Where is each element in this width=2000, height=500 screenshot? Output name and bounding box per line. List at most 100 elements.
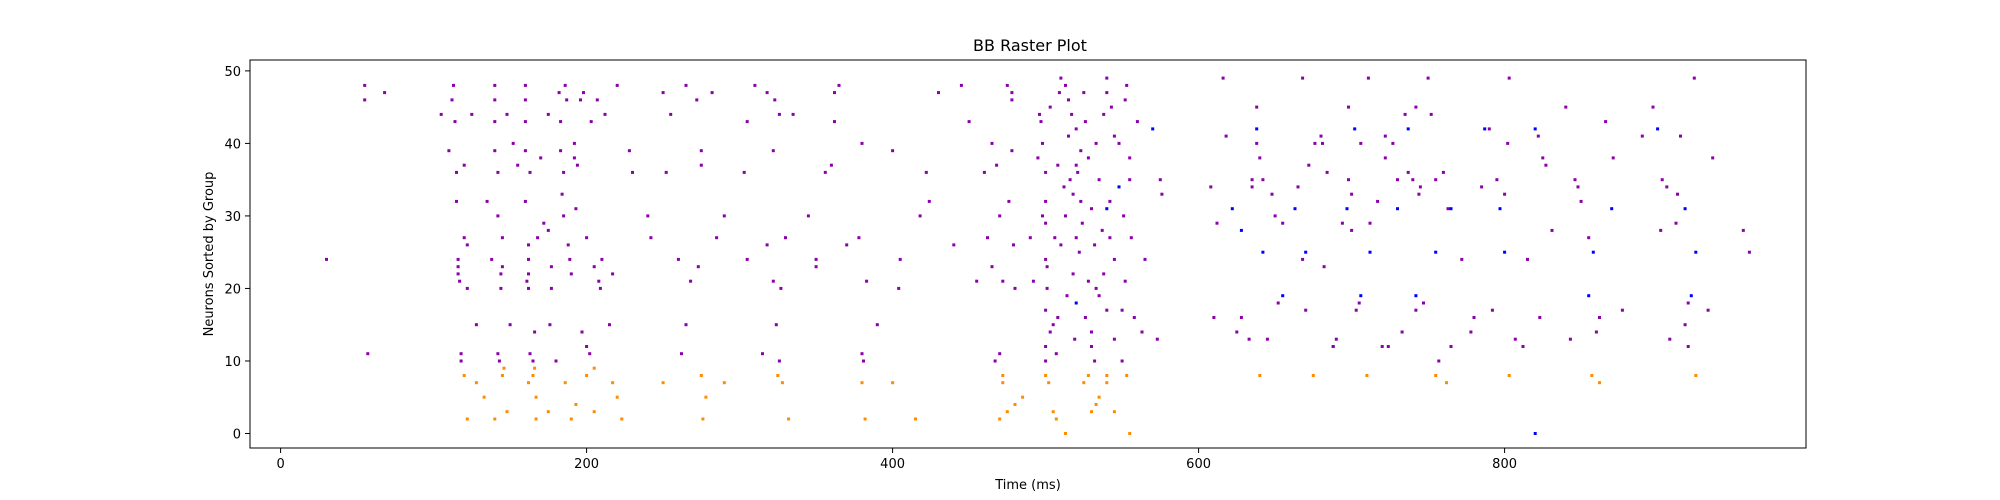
spike-point <box>1598 316 1601 319</box>
spike-point <box>572 156 576 160</box>
spike-point <box>1068 178 1072 182</box>
spike-point <box>439 112 443 116</box>
spike-point <box>597 279 601 283</box>
spike-point <box>814 265 818 269</box>
spike-point <box>559 149 563 153</box>
spike-point <box>496 214 500 218</box>
spike-point <box>1051 410 1055 414</box>
spike-point <box>458 279 462 283</box>
spike-point <box>1048 330 1052 334</box>
spike-point <box>1155 337 1159 341</box>
spike-point <box>1414 105 1418 109</box>
spike-point <box>860 381 864 385</box>
spike-point <box>450 98 454 102</box>
spike-point <box>1359 141 1363 145</box>
spike-point <box>780 381 784 385</box>
spike-point <box>1079 199 1083 203</box>
spike-point <box>891 149 895 153</box>
spike-point <box>1076 170 1080 174</box>
spike-point <box>837 83 841 87</box>
spike-point <box>531 359 535 363</box>
spike-point <box>600 257 604 261</box>
spike-point <box>684 323 688 327</box>
spike-point <box>1480 185 1484 189</box>
spike-point <box>1097 294 1101 298</box>
spike-point <box>482 395 486 399</box>
spike-point <box>771 149 775 153</box>
spike-point <box>539 156 543 160</box>
spike-point <box>745 120 749 124</box>
spike-point <box>497 359 501 363</box>
spike-point <box>1689 294 1693 298</box>
spike-point <box>1123 279 1127 283</box>
spike-point <box>1129 236 1133 240</box>
spike-point <box>447 149 451 153</box>
spike-point <box>493 83 497 87</box>
spike-point <box>891 381 895 385</box>
spike-point <box>1093 359 1097 363</box>
spike-point <box>1054 352 1058 356</box>
spike-point <box>1097 178 1101 182</box>
spike-point <box>546 112 550 116</box>
spike-point <box>527 286 530 290</box>
spike-point <box>1674 221 1678 225</box>
spike-point <box>536 236 540 240</box>
spike-point <box>611 381 615 385</box>
spike-point <box>1521 345 1525 348</box>
spike-point <box>585 345 589 348</box>
spike-point <box>1587 236 1591 240</box>
spike-point <box>533 330 537 334</box>
spike-point <box>462 163 466 167</box>
spike-point <box>927 199 931 203</box>
spike-point <box>1417 192 1421 196</box>
spike-point <box>1001 374 1005 377</box>
spike-point <box>1610 207 1614 211</box>
spike-point <box>914 417 917 421</box>
spike-point <box>542 221 546 225</box>
spike-point <box>592 410 596 414</box>
spike-point <box>493 417 497 421</box>
spike-point <box>1694 374 1698 377</box>
spike-point <box>1345 207 1349 211</box>
spike-point <box>993 359 997 363</box>
spike-point <box>1044 221 1048 225</box>
spike-point <box>511 141 515 145</box>
spike-point <box>1347 178 1350 182</box>
spike-point <box>1449 207 1453 211</box>
spike-point <box>588 352 592 356</box>
x-tick-label: 600 <box>1186 457 1211 472</box>
spike-point <box>701 417 705 421</box>
spike-point <box>1579 199 1583 203</box>
spike-point <box>456 272 460 276</box>
spike-point <box>546 228 550 232</box>
spike-point <box>975 279 979 283</box>
spike-point <box>765 243 769 247</box>
spike-point <box>833 91 836 95</box>
spike-point <box>1250 185 1254 189</box>
spike-point <box>1080 221 1084 225</box>
spike-point <box>1054 417 1058 421</box>
spike-point <box>771 279 775 283</box>
spike-point <box>776 374 780 377</box>
spike-point <box>1120 308 1124 312</box>
spike-point <box>1564 105 1568 109</box>
spike-point <box>1077 250 1081 254</box>
spike-point <box>1255 141 1259 145</box>
spike-point <box>585 374 589 377</box>
spike-point <box>779 286 783 290</box>
spike-point <box>1125 374 1129 377</box>
spike-point <box>1105 308 1109 312</box>
spike-point <box>1620 308 1624 312</box>
spike-point <box>1366 76 1370 80</box>
spike-point <box>1311 374 1315 377</box>
spike-point <box>1747 250 1751 254</box>
spike-point <box>1319 134 1323 138</box>
spike-point <box>549 265 553 269</box>
spike-point <box>592 265 596 269</box>
spike-point <box>1383 156 1387 160</box>
spike-point <box>1265 337 1269 341</box>
spike-point <box>1541 156 1545 160</box>
spike-point <box>1045 286 1049 290</box>
spike-point <box>1498 207 1502 211</box>
